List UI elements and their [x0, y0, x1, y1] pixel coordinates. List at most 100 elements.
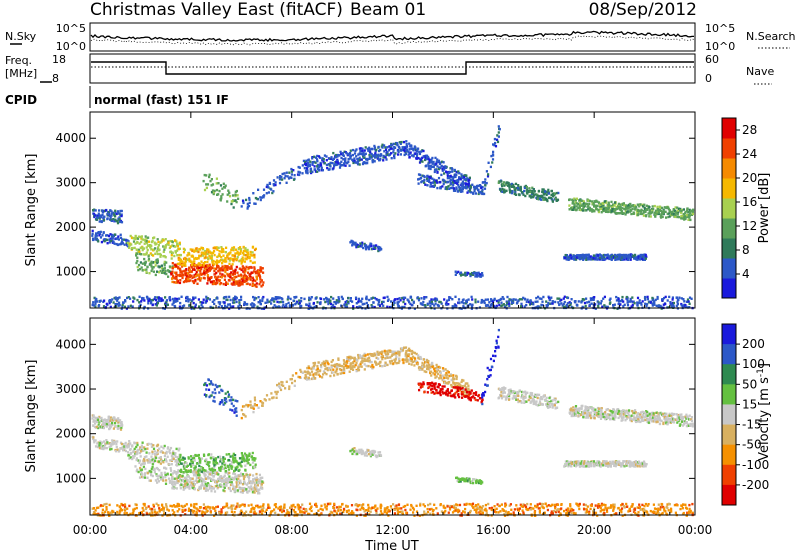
range-time-cell [213, 466, 215, 468]
range-time-cell [108, 428, 110, 430]
range-time-cell [516, 302, 518, 304]
range-time-cell [193, 260, 195, 262]
range-time-cell [406, 149, 408, 151]
range-time-cell [158, 271, 160, 273]
range-time-cell [614, 201, 616, 203]
range-time-cell [121, 210, 123, 212]
range-time-cell [94, 417, 96, 419]
range-time-cell [206, 272, 208, 274]
range-time-cell [162, 272, 164, 274]
range-time-cell [564, 301, 566, 303]
range-time-cell [240, 491, 242, 493]
range-time-cell [500, 180, 502, 182]
range-time-cell [158, 460, 160, 462]
range-time-cell [116, 446, 118, 448]
range-time-cell [225, 247, 227, 249]
range-time-cell [420, 150, 422, 152]
range-time-cell [144, 476, 146, 478]
range-time-cell [548, 192, 550, 194]
range-time-cell [207, 274, 209, 276]
range-time-cell [234, 252, 236, 254]
range-time-cell [319, 302, 321, 304]
range-time-cell [532, 196, 534, 198]
range-time-cell [644, 296, 646, 298]
range-time-cell [258, 492, 260, 494]
range-time-cell [286, 182, 288, 184]
freq-tick-bottom: 8 [52, 72, 59, 85]
range-time-cell [106, 423, 108, 425]
range-time-cell [627, 304, 629, 306]
range-time-cell [585, 298, 587, 300]
range-time-cell [122, 304, 124, 306]
range-time-cell [633, 213, 635, 215]
range-time-cell [598, 303, 600, 305]
range-time-cell [208, 461, 210, 463]
range-time-cell [450, 182, 452, 184]
range-time-cell [109, 233, 111, 235]
range-time-cell [589, 200, 591, 202]
range-time-cell [118, 302, 120, 304]
range-time-cell [680, 215, 682, 217]
range-time-cell [272, 190, 274, 192]
range-time-cell [654, 205, 656, 207]
range-time-cell [132, 300, 134, 302]
range-time-cell [630, 300, 632, 302]
range-time-cell [188, 457, 190, 459]
range-time-cell [436, 299, 438, 301]
range-time-cell [498, 125, 500, 127]
range-time-cell [283, 172, 285, 174]
range-time-cell [430, 298, 432, 300]
range-time-cell [229, 251, 231, 253]
range-time-cell [647, 296, 649, 298]
range-time-cell [574, 300, 576, 302]
y-tick-label: 1000 [55, 265, 86, 279]
range-time-cell [494, 142, 496, 144]
range-time-cell [259, 276, 261, 278]
range-time-cell [205, 483, 207, 485]
range-time-cell [180, 487, 182, 489]
range-time-cell [242, 256, 244, 258]
range-time-cell [667, 299, 669, 301]
range-time-cell [204, 481, 206, 483]
range-time-cell [498, 135, 500, 137]
range-time-cell [174, 452, 176, 454]
range-time-cell [320, 298, 322, 300]
range-time-cell [422, 304, 424, 306]
range-time-cell [252, 246, 254, 248]
range-time-cell [515, 299, 517, 301]
range-time-cell [216, 297, 218, 299]
range-time-cell [332, 297, 334, 299]
range-time-cell [366, 162, 368, 164]
range-time-cell [424, 176, 426, 178]
range-time-cell [471, 296, 473, 298]
range-time-cell [148, 258, 150, 260]
range-time-cell [315, 297, 317, 299]
range-time-cell [521, 191, 523, 193]
range-time-cell [176, 300, 178, 302]
range-time-cell [363, 152, 365, 154]
range-time-cell [417, 148, 419, 150]
range-time-cell [224, 464, 226, 466]
range-time-cell [460, 274, 462, 276]
range-time-cell [225, 470, 227, 472]
range-time-cell [403, 141, 405, 143]
range-time-cell [232, 305, 234, 307]
range-time-cell [380, 248, 382, 250]
range-time-cell [642, 300, 644, 302]
range-time-cell [131, 445, 133, 447]
range-time-cell [176, 487, 178, 489]
range-time-cell [245, 280, 247, 282]
range-time-cell [253, 254, 255, 256]
range-time-cell [130, 453, 132, 455]
range-time-cell [436, 181, 438, 183]
range-time-cell [404, 303, 406, 305]
range-time-cell [98, 444, 100, 446]
range-time-cell [430, 168, 432, 170]
range-time-cell [644, 299, 646, 301]
range-time-cell [424, 304, 426, 306]
range-time-cell [572, 200, 574, 202]
range-time-cell [684, 217, 686, 219]
range-time-cell [692, 213, 694, 215]
range-time-cell [205, 474, 207, 476]
range-time-cell [221, 305, 223, 307]
